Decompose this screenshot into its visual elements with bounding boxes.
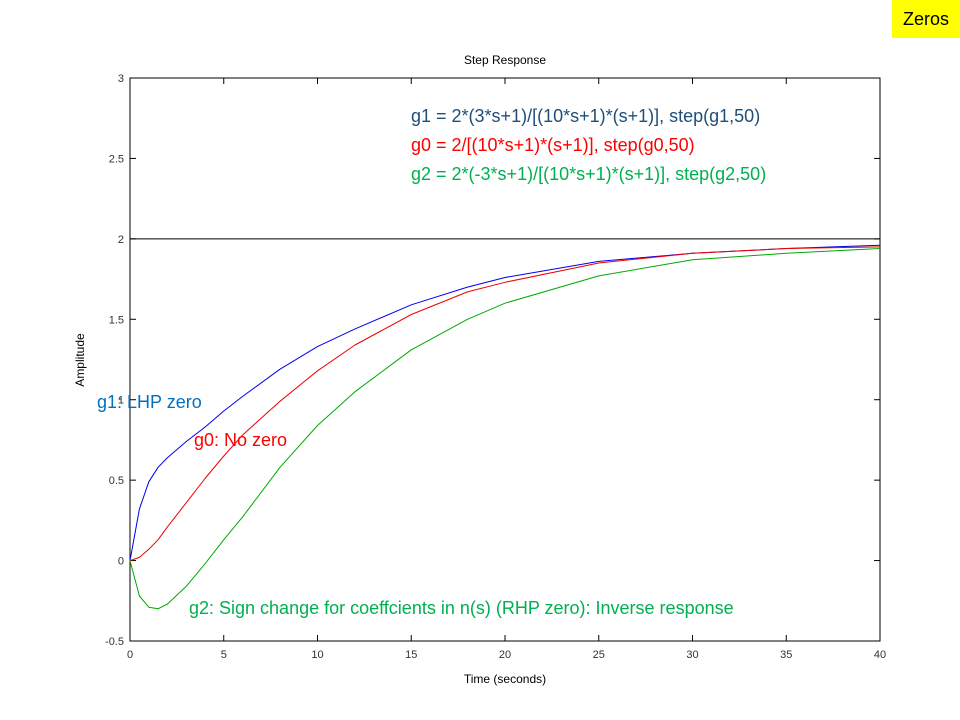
- formula-block: g1 = 2*(3*s+1)/[(10*s+1)*(s+1)], step(g1…: [411, 106, 766, 184]
- annotation-g0: g0: No zero: [194, 430, 287, 450]
- series-line-g2: [129, 248, 881, 610]
- corner-tag: Zeros: [892, 0, 960, 38]
- x-tick-label: 5: [221, 649, 227, 661]
- x-axis-label: Time (seconds): [464, 672, 546, 686]
- series-line-g0: [129, 246, 881, 562]
- x-tick-label: 10: [311, 649, 323, 661]
- annotation-g2: g2: Sign change for coeffcients in n(s) …: [189, 598, 734, 618]
- annotation-g1: g1: LHP zero: [97, 392, 202, 412]
- x-tick-label: 25: [593, 649, 605, 661]
- y-tick-label: 0.5: [109, 475, 124, 487]
- x-tick-label: 30: [686, 649, 698, 661]
- x-tick-label: 15: [405, 649, 417, 661]
- y-tick-label: -0.5: [105, 636, 124, 648]
- y-tick-label: 2: [118, 234, 124, 246]
- x-tick-label: 35: [780, 649, 792, 661]
- chart-title: Step Response: [464, 53, 546, 67]
- series-layer: [129, 244, 881, 610]
- y-tick-label: 0: [118, 556, 124, 568]
- formula-g0: g0 = 2/[(10*s+1)*(s+1)], step(g0,50): [411, 135, 695, 155]
- y-tick-label: 1.5: [109, 314, 124, 326]
- y-tick-label: 3: [118, 73, 124, 85]
- y-tick-label: 2.5: [109, 153, 124, 165]
- x-tick-label: 40: [874, 649, 886, 661]
- plot-frame: [129, 77, 881, 642]
- series-line-g1: [129, 244, 881, 561]
- y-tick-label: 1: [118, 395, 124, 407]
- y-axis: -0.5 0 0.5 1 1.5 2 2.5 3: [105, 73, 880, 648]
- y-axis-label: Amplitude: [73, 333, 87, 387]
- formula-g2: g2 = 2*(-3*s+1)/[(10*s+1)*(s+1)], step(g…: [411, 164, 766, 184]
- x-tick-label: 20: [499, 649, 511, 661]
- formula-g1: g1 = 2*(3*s+1)/[(10*s+1)*(s+1)], step(g1…: [411, 106, 760, 126]
- x-axis: 0 5 10 15 20 25 30 35 40: [127, 78, 886, 661]
- x-tick-label: 0: [127, 649, 133, 661]
